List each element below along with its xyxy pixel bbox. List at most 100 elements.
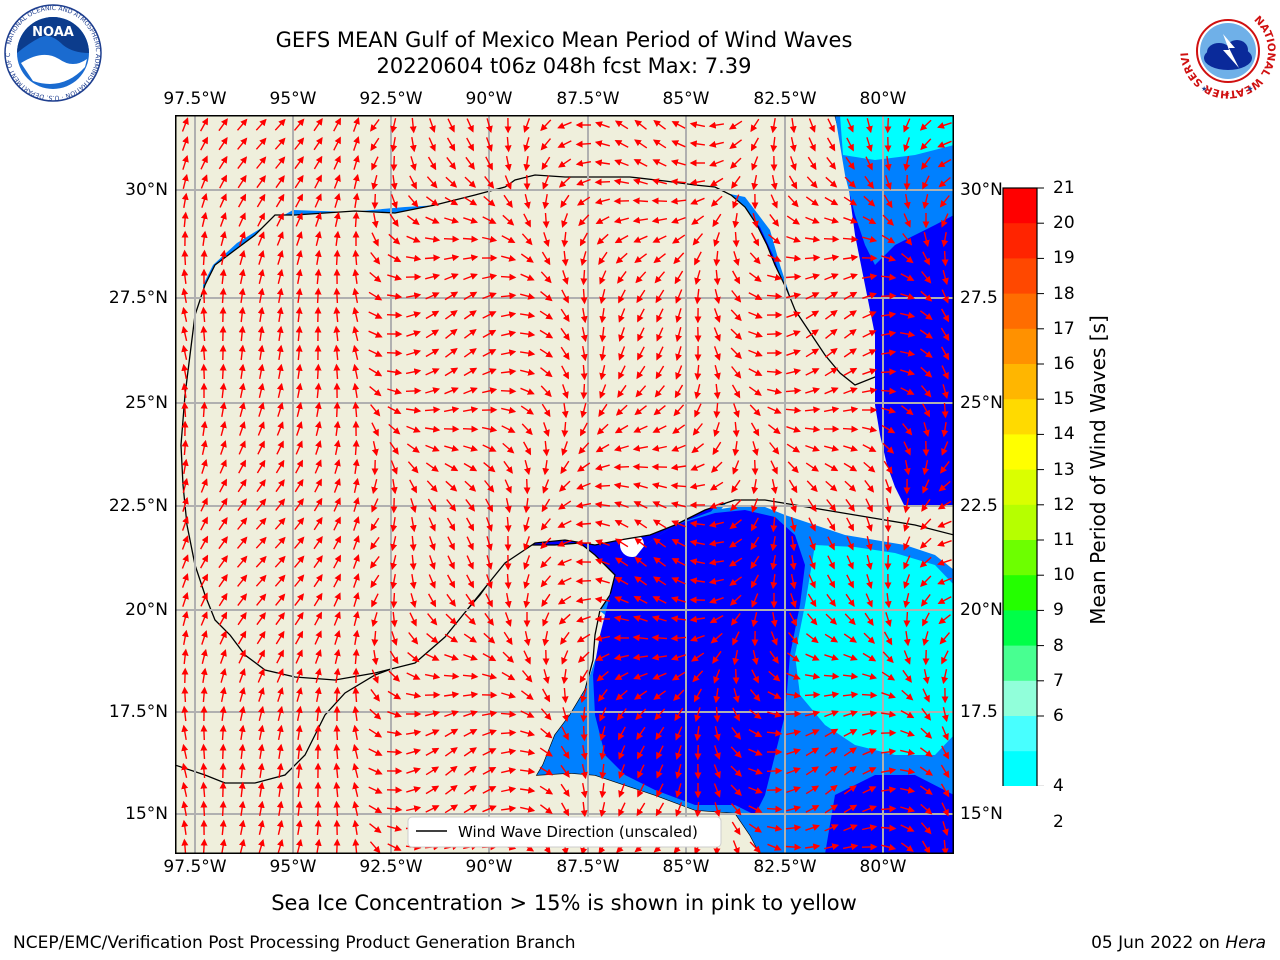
wind-arrow xyxy=(768,234,781,245)
wind-arrow xyxy=(920,290,933,302)
wind-arrow xyxy=(769,213,780,227)
wind-arrow xyxy=(238,306,246,323)
wind-arrow xyxy=(655,365,665,380)
wind-arrow xyxy=(922,460,930,476)
wind-arrow xyxy=(406,215,420,226)
wind-arrow xyxy=(313,516,323,531)
wind-arrow xyxy=(903,497,911,514)
wind-arrow xyxy=(618,308,626,323)
wind-arrow xyxy=(314,174,322,189)
wind-arrow xyxy=(314,230,322,246)
wind-arrow xyxy=(181,249,189,266)
wind-arrow xyxy=(501,235,516,243)
wind-arrow xyxy=(200,249,208,266)
wind-arrow xyxy=(387,388,403,395)
wind-arrow xyxy=(713,327,721,342)
wind-arrow xyxy=(425,310,440,320)
wind-arrow xyxy=(200,420,208,437)
wind-arrow xyxy=(899,330,916,338)
wind-arrow xyxy=(218,137,228,151)
lon-tick-top: 80°W xyxy=(859,89,907,109)
wind-arrow xyxy=(386,368,403,376)
wind-arrow xyxy=(390,592,398,609)
wind-arrow xyxy=(352,458,360,475)
wind-arrow xyxy=(334,192,341,208)
colorbar-tick-label: 20 xyxy=(1053,213,1075,234)
wind-arrow xyxy=(352,192,360,209)
wind-arrow xyxy=(880,273,897,281)
wind-arrow xyxy=(922,194,930,210)
wind-arrow xyxy=(482,387,498,395)
wind-arrow xyxy=(257,325,265,342)
wind-arrow xyxy=(770,174,778,191)
wind-arrow xyxy=(238,401,246,417)
wind-arrow xyxy=(804,254,821,262)
wind-arrow xyxy=(843,445,859,452)
wind-arrow xyxy=(295,212,303,227)
wind-arrow xyxy=(219,420,227,436)
wind-arrow xyxy=(370,118,380,132)
wind-arrow xyxy=(315,440,322,455)
wind-arrow xyxy=(238,287,246,304)
wind-arrow xyxy=(580,725,588,742)
wind-arrow xyxy=(238,382,246,399)
colorbar-segments xyxy=(1002,187,1044,786)
wind-arrow xyxy=(614,520,629,528)
wind-arrow xyxy=(766,292,783,300)
wind-arrow xyxy=(826,156,837,170)
colorbar-tick-label: 10 xyxy=(1053,565,1075,586)
wind-arrow xyxy=(941,231,949,248)
wind-arrow xyxy=(728,120,743,130)
wind-arrow xyxy=(770,117,778,134)
wind-arrow xyxy=(219,743,227,760)
wind-arrow xyxy=(633,159,648,167)
wind-arrow xyxy=(880,824,897,832)
lat-tick-left: 20°N xyxy=(125,600,168,620)
wind-arrow xyxy=(733,251,740,267)
colorbar-segment xyxy=(1003,645,1037,682)
wind-arrow xyxy=(485,156,493,171)
wind-arrow xyxy=(463,367,478,377)
wind-arrow xyxy=(750,137,760,152)
wind-arrow xyxy=(444,291,459,301)
wind-arrow xyxy=(557,121,572,129)
wind-arrow xyxy=(730,157,742,169)
wind-arrow xyxy=(503,460,513,474)
wind-arrow xyxy=(541,498,551,513)
wind-arrow xyxy=(805,273,821,280)
wind-arrow xyxy=(656,308,664,323)
wind-arrow xyxy=(256,459,266,474)
wind-arrow xyxy=(274,137,286,150)
wind-arrow xyxy=(941,421,949,438)
wind-arrow xyxy=(390,478,398,495)
wind-arrow xyxy=(237,478,247,493)
wind-arrow xyxy=(785,406,802,414)
wind-arrow xyxy=(615,404,628,416)
wind-arrow xyxy=(825,176,838,188)
wind-arrow xyxy=(425,216,440,224)
wind-arrows xyxy=(181,117,952,854)
wind-arrow xyxy=(257,344,265,361)
wind-arrow xyxy=(902,423,913,436)
wind-arrow xyxy=(352,306,360,322)
wind-arrow xyxy=(633,425,648,433)
wind-arrow xyxy=(670,482,687,490)
wind-arrow xyxy=(651,444,667,452)
wind-arrow xyxy=(200,743,208,760)
wind-arrow xyxy=(314,249,322,266)
wind-arrow xyxy=(296,421,303,436)
wind-arrow xyxy=(919,329,933,339)
wind-arrow xyxy=(314,363,322,380)
wind-arrow xyxy=(671,121,686,129)
wind-arrow xyxy=(634,139,648,149)
nws-logo: NATIONAL WEATHER SERVICE ★ ★ ★ xyxy=(1177,0,1277,100)
wind-arrow xyxy=(444,445,460,452)
wind-arrow xyxy=(200,136,208,151)
wind-arrow xyxy=(922,251,930,266)
wind-arrow xyxy=(691,215,705,225)
wind-arrow xyxy=(200,155,208,170)
wind-arrow xyxy=(824,217,840,224)
colorbar-tick-label: 16 xyxy=(1053,354,1075,374)
lat-tick-right: 30°N xyxy=(960,180,1003,200)
wind-arrow xyxy=(689,482,706,490)
